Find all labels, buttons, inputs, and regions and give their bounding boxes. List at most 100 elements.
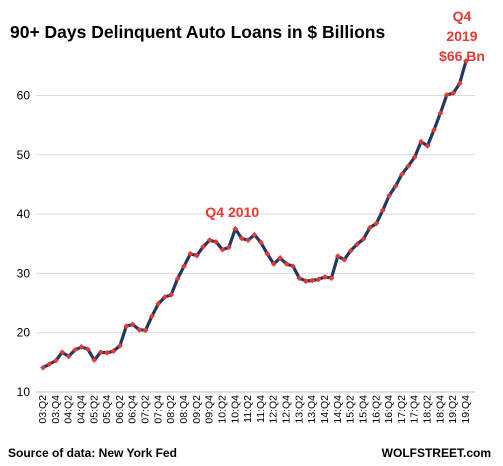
x-tick-label: 15:Q4 [357,395,369,424]
y-tick-label: 30 [17,266,31,280]
data-point [155,300,162,307]
x-tick-label: 11:Q4 [255,395,267,423]
annotations: Q4 2010 Q4 2019 $66 Bn [205,8,485,220]
x-tick-label: 17:Q4 [409,395,421,424]
data-point [290,263,296,270]
data-point [296,275,303,282]
data-point [450,90,457,96]
data-point [373,220,380,227]
data-point [142,327,149,334]
data-point [149,313,155,319]
data-point [59,349,66,356]
data-point [399,171,405,178]
x-tick-label: 17:Q2 [396,395,408,424]
x-tick-label: 13:Q4 [306,395,318,424]
data-point [117,342,123,349]
data-point [136,326,143,333]
data-point [437,110,444,117]
y-tick-label: 50 [17,148,31,162]
x-tick-label: 19:Q4 [460,395,472,424]
data-point [270,260,277,267]
data-point [129,321,136,328]
x-tick-label: 13:Q2 [293,395,305,424]
annotation-latest-line: $66 Bn [439,48,485,64]
data-point [84,346,91,353]
data-point [322,274,328,280]
annotation-latest-line: 2019 [446,28,477,44]
data-point [225,244,232,251]
x-tick-label: 04:Q2 [63,395,75,424]
source-note: Source of data: New York Fed [8,446,177,460]
x-tick-label: 10:Q2 [216,395,228,424]
y-tick-label: 20 [17,326,31,340]
data-point [424,142,431,149]
x-tick-label: 16:Q2 [370,395,382,424]
data-point [187,250,194,257]
x-tick-label: 06:Q4 [127,395,139,424]
x-tick-label: 06:Q2 [114,395,126,424]
data-point [347,247,354,254]
data-point [334,253,341,260]
data-point [193,252,200,259]
data-point [443,91,450,98]
data-point [232,225,239,232]
data-point [52,357,59,364]
x-tick-label: 03:Q4 [50,395,62,424]
data-point [366,224,373,231]
x-tick-label: 07:Q4 [152,395,164,424]
data-point [392,183,399,190]
data-point [213,239,219,245]
x-tick-label: 09:Q4 [204,395,216,424]
data-point [174,275,181,282]
x-tick-label: 15:Q2 [345,395,357,424]
x-tick-label: 05:Q2 [88,395,100,424]
x-tick-label: 09:Q2 [191,395,203,424]
x-tick-label: 10:Q4 [229,395,241,424]
gridlines [36,94,475,334]
data-point [238,235,245,242]
x-tick-label: 18:Q2 [422,395,434,424]
y-tick-label: 10 [17,385,31,399]
data-point [302,278,309,284]
data-point [168,291,175,298]
data-point [341,256,348,263]
x-tick-label: 14:Q4 [332,395,344,424]
data-point [411,154,418,161]
data-point [245,237,251,244]
x-tick-label: 08:Q2 [165,395,177,424]
data-point [456,80,463,87]
data-point [200,243,207,250]
x-tick-label: 07:Q2 [140,395,152,424]
data-point [264,250,271,257]
chart-title: 90+ Days Delinquent Auto Loans in $ Bill… [10,22,386,42]
x-tick-label: 03:Q2 [37,395,49,424]
data-point [360,236,367,242]
x-tick-label: 04:Q4 [75,395,87,424]
data-point [354,241,360,248]
data-point [277,255,284,261]
data-point [104,349,110,356]
y-tick-label: 60 [17,88,31,102]
data-point [386,192,392,199]
data-point [123,323,130,330]
x-tick-label: 12:Q2 [268,395,280,424]
x-tick-labels: 03:Q2 03:Q4 04:Q2 04:Q4 05:Q2 05:Q4 06:Q2 06:Q4… [37,395,472,424]
data-point [379,207,386,214]
data-point [315,276,322,283]
x-tick-label: 19:Q2 [447,395,459,424]
annotation-latest-line: Q4 [453,8,472,24]
data-point [463,58,469,64]
x-tick-label: 11:Q2 [242,395,254,423]
data-point [110,348,117,354]
data-point [328,275,335,282]
data-point [161,294,168,301]
data-markers [40,58,469,371]
data-point [78,344,85,350]
data-point [91,357,98,363]
data-point [283,260,290,267]
y-tick-label: 40 [17,207,31,221]
x-tick-label: 18:Q4 [434,395,446,424]
data-point [405,163,412,169]
data-point [206,237,213,244]
